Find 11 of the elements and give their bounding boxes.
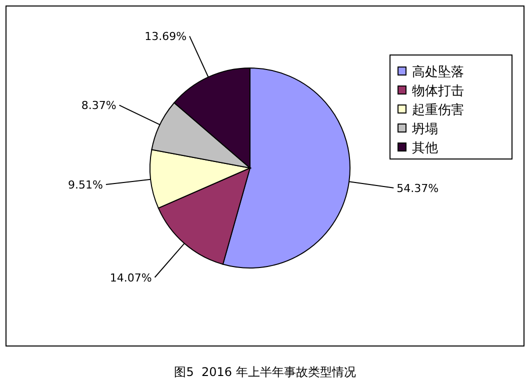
text: 图5 2016 年上半年事故类型情况 [174,365,356,379]
data-label: 8.37% [81,99,116,112]
legend-label: 其他 [412,141,438,156]
legend-label: 高处坠落 [412,64,464,80]
data-label: 54.37% [396,182,439,195]
data-label: 9.51% [68,178,103,192]
data-label: 14.07% [110,271,152,284]
legend-label: 物体打击 [412,84,464,99]
legend-label: 起重伤害 [412,102,464,118]
legend-label: 坍塌 [411,122,438,137]
data-label: 13.69% [144,30,187,44]
